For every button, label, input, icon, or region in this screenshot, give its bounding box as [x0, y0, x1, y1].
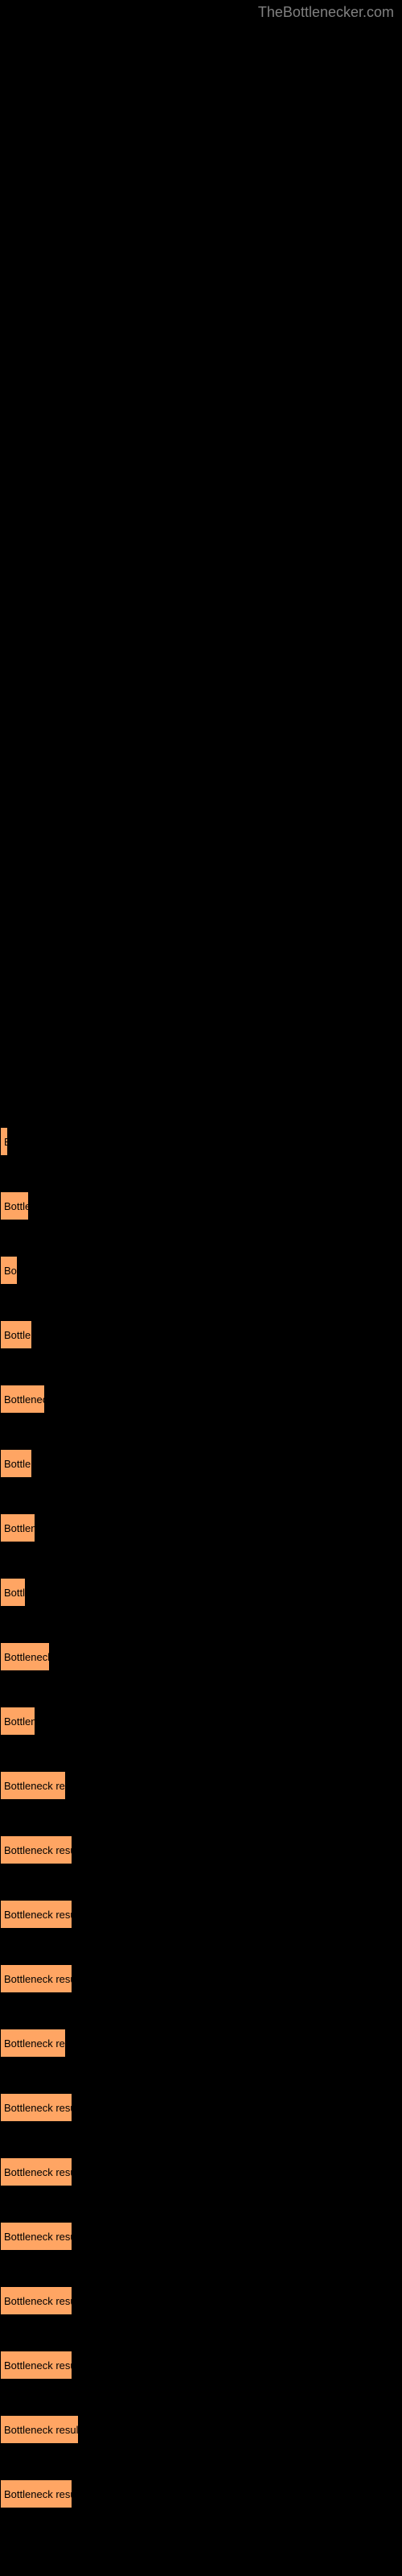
bar-row: Bottleneck resu [0, 2029, 66, 2058]
bar-label: Bottleneck result [4, 1844, 72, 1856]
bar-row: Bottleneck result [0, 1900, 72, 1929]
bar-label: Bottleneck result [4, 2424, 79, 2436]
bar-row: Bottleneck result [0, 1964, 72, 1993]
chart-bar: Bottleneck result [0, 1900, 72, 1929]
bar-row: Bottlene [0, 1449, 32, 1478]
bar-label: Bottleneck result [4, 2231, 72, 2243]
bar-label: Bottlenec [4, 1715, 35, 1728]
bar-label: Bottleneck result [4, 2102, 72, 2114]
chart-bar: Bottle [0, 1578, 26, 1607]
chart-bar: Bo [0, 1256, 18, 1285]
bar-row: B [0, 1127, 8, 1156]
bar-row: Bottleneck result [0, 2351, 72, 2380]
chart-bar: Bottleneck result [0, 2093, 72, 2122]
bar-row: Bottleneck r [0, 1642, 50, 1671]
bar-row: Bottleneck result [0, 1835, 72, 1864]
bar-row: Bottlenec [0, 1707, 35, 1736]
bar-label: Bottleneck r [4, 1651, 50, 1663]
chart-bar: B [0, 1127, 8, 1156]
bar-row: Bottleneck result [0, 2222, 72, 2251]
bar-row: Bottleneck result [0, 2157, 72, 2186]
bar-label: Bottle [4, 1587, 26, 1599]
bar-row: Bottleneck result [0, 2286, 72, 2315]
chart-bar: Bottlenec [0, 1513, 35, 1542]
chart-bar: Bottlene [0, 1320, 32, 1349]
bar-label: Bottlene [4, 1329, 32, 1341]
chart-bar: Bottleneck [0, 1385, 45, 1414]
bar-label: Bo [4, 1265, 17, 1277]
bar-label: Bottleneck resu [4, 1780, 66, 1792]
bar-row: Bottleneck resu [0, 1771, 66, 1800]
chart-bar: Bottleneck result [0, 1835, 72, 1864]
bar-label: Bottleneck result [4, 2488, 72, 2500]
bar-label: Bottleneck result [4, 2359, 72, 2372]
chart-bar: Bottleneck result [0, 1964, 72, 1993]
chart-bar: Bottler [0, 1191, 29, 1220]
bar-label: B [4, 1136, 8, 1148]
bar-row: Bottleneck result [0, 2479, 72, 2508]
chart-bar: Bottleneck result [0, 2286, 72, 2315]
chart-bar: Bottleneck resu [0, 2029, 66, 2058]
bar-row: Bottleneck result [0, 2415, 79, 2444]
bar-label: Bottlene [4, 1458, 32, 1470]
chart-bar: Bottleneck r [0, 1642, 50, 1671]
watermark-text: TheBottlenecker.com [258, 4, 394, 21]
bar-row: Bottle [0, 1578, 26, 1607]
bar-row: Bo [0, 1256, 18, 1285]
bar-label: Bottleneck result [4, 2166, 72, 2178]
bar-row: Bottler [0, 1191, 29, 1220]
bar-label: Bottlenec [4, 1522, 35, 1534]
bar-label: Bottleneck resu [4, 2037, 66, 2050]
chart-bar: Bottleneck result [0, 2222, 72, 2251]
bar-label: Bottleneck result [4, 2295, 72, 2307]
bar-label: Bottleneck result [4, 1909, 72, 1921]
chart-bar: Bottleneck resu [0, 1771, 66, 1800]
bar-label: Bottleneck [4, 1393, 45, 1406]
chart-bar: Bottleneck result [0, 2415, 79, 2444]
bar-row: Bottleneck [0, 1385, 45, 1414]
chart-bar: Bottleneck result [0, 2157, 72, 2186]
bar-row: Bottlene [0, 1320, 32, 1349]
chart-bar: Bottleneck result [0, 2479, 72, 2508]
bar-label: Bottleneck result [4, 1973, 72, 1985]
bar-label: Bottler [4, 1200, 29, 1212]
chart-bar: Bottlenec [0, 1707, 35, 1736]
bar-row: Bottleneck result [0, 2093, 72, 2122]
chart-bar: Bottlene [0, 1449, 32, 1478]
bar-row: Bottlenec [0, 1513, 35, 1542]
chart-bar: Bottleneck result [0, 2351, 72, 2380]
